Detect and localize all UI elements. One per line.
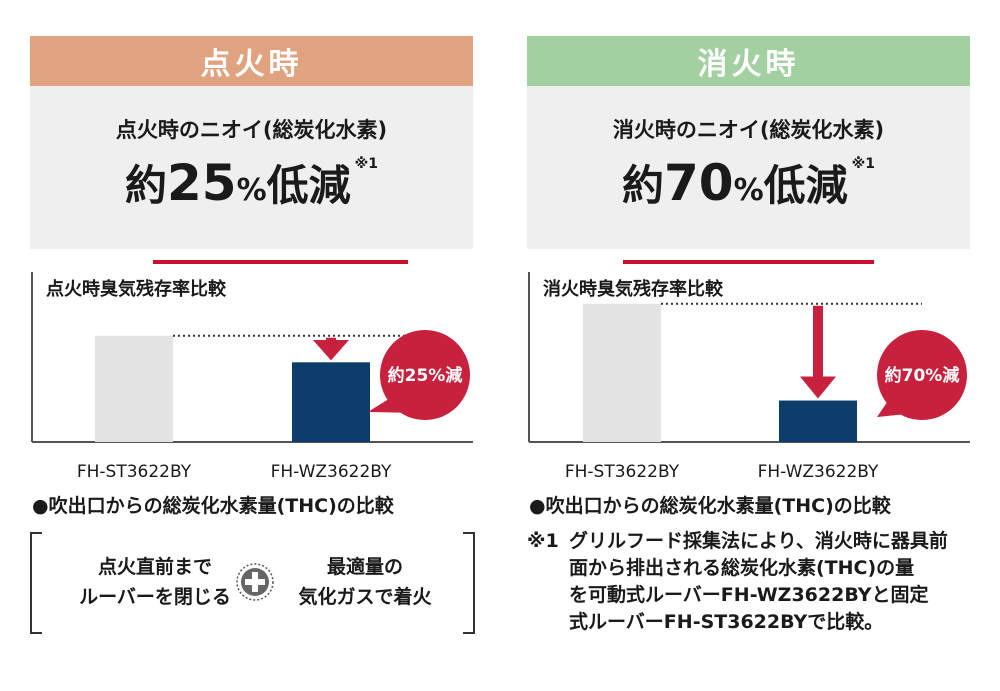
- x-tick-label: FH-WZ3622BY: [758, 462, 879, 482]
- footnote-line: 式ルーバーFH-ST3622BYで比較。: [569, 611, 884, 633]
- percent-sign: %: [236, 173, 267, 208]
- reduction-arrow-head: [313, 340, 349, 361]
- bar-movable-louver: [292, 362, 370, 442]
- chart-title: 消火時臭気残存率比較: [543, 278, 724, 300]
- reduction-badge: [380, 330, 470, 420]
- method-step-optimal-gas: 最適量の 気化ガスで着火: [280, 552, 450, 612]
- reduction-arrow-head: [800, 376, 836, 399]
- step-line: 点火直前まで: [97, 556, 212, 578]
- ignition-odor-chart: 点火時臭気残存率比較 約25%減 FH-ST3622BY FH-WZ3622BY: [31, 272, 473, 482]
- extinction-panel: 消火時 消火時のニオイ(総炭化水素) 約70%低減 ※1 消火時臭気残存率比較 約…: [527, 36, 970, 517]
- step-line: ルーバーを閉じる: [79, 586, 231, 608]
- footnote-mark: ※1: [527, 530, 559, 552]
- reduction-arrow-shaft: [813, 305, 823, 377]
- extinction-summary-title: 消火時のニオイ(総炭化水素): [612, 118, 885, 142]
- bar-fixed-louver: [583, 303, 661, 442]
- approx-prefix: 約: [621, 161, 664, 210]
- reduction-suffix: 低減: [763, 161, 848, 210]
- bar-fixed-louver: [95, 335, 173, 442]
- footnote-line: 面から排出される総炭化水素(THC)の量: [569, 557, 915, 579]
- reduction-arrow-shaft: [326, 337, 336, 341]
- extinction-odor-chart: 消火時臭気残存率比較 約70%減 FH-ST3622BY FH-WZ3622BY: [528, 272, 970, 482]
- ignition-summary-title: 点火時のニオイ(総炭化水素): [115, 118, 388, 142]
- ignition-panel: 点火時 点火時のニオイ(総炭化水素) 約25%低減 ※1 点火時臭気残存率比較 約…: [30, 36, 473, 517]
- step-line: 最適量の: [326, 556, 403, 578]
- x-tick-label: FH-WZ3622BY: [271, 462, 392, 482]
- extinction-header: 消火時: [527, 36, 970, 86]
- percent-sign: %: [733, 173, 764, 208]
- reduction-suffix: 低減: [266, 161, 351, 210]
- ignition-summary-value: 約25%低減 ※1: [30, 152, 473, 213]
- reduction-badge: [877, 330, 967, 420]
- left-bracket: [30, 532, 42, 634]
- reduction-badge-label: 約70%減: [885, 365, 960, 386]
- method-step-close-louver: 点火直前まで ルーバーを閉じる: [70, 552, 240, 612]
- reduction-number: 25: [166, 154, 237, 212]
- ignition-method-box: 点火直前まで ルーバーを閉じる 最適量の 気化ガスで着火: [30, 532, 475, 634]
- chart-title: 点火時臭気残存率比較: [46, 278, 227, 300]
- reduction-number: 70: [663, 154, 734, 212]
- footnote-line: を可動式ルーバーFH-WZ3622BYと固定: [569, 584, 929, 606]
- footnote-ref: ※1: [354, 156, 379, 172]
- bar-movable-louver: [779, 400, 857, 442]
- summary-underline: [153, 260, 408, 264]
- footnote: ※1 グリルフード採集法により、消火時に器具前 面から排出される総炭化水素(TH…: [527, 528, 977, 636]
- approx-prefix: 約: [124, 161, 167, 210]
- extinction-caption: ●吹出口からの総炭化水素量(THC)の比較: [529, 495, 891, 517]
- right-bracket: [463, 532, 475, 634]
- step-line: 気化ガスで着火: [298, 586, 432, 608]
- footnote-ref: ※1: [851, 156, 876, 172]
- footnote-line: グリルフード採集法により、消火時に器具前: [569, 530, 948, 552]
- summary-underline: [623, 260, 874, 264]
- plus-icon: [236, 563, 274, 601]
- x-tick-label: FH-ST3622BY: [77, 462, 192, 482]
- ignition-summary: 点火時のニオイ(総炭化水素) 約25%低減 ※1: [30, 86, 473, 264]
- ignition-header: 点火時: [30, 36, 473, 86]
- x-tick-label: FH-ST3622BY: [565, 462, 680, 482]
- ignition-caption: ●吹出口からの総炭化水素量(THC)の比較: [32, 495, 394, 517]
- reduction-badge-label: 約25%減: [388, 365, 463, 386]
- extinction-summary-value: 約70%低減 ※1: [527, 152, 970, 213]
- extinction-summary: 消火時のニオイ(総炭化水素) 約70%低減 ※1: [527, 86, 970, 264]
